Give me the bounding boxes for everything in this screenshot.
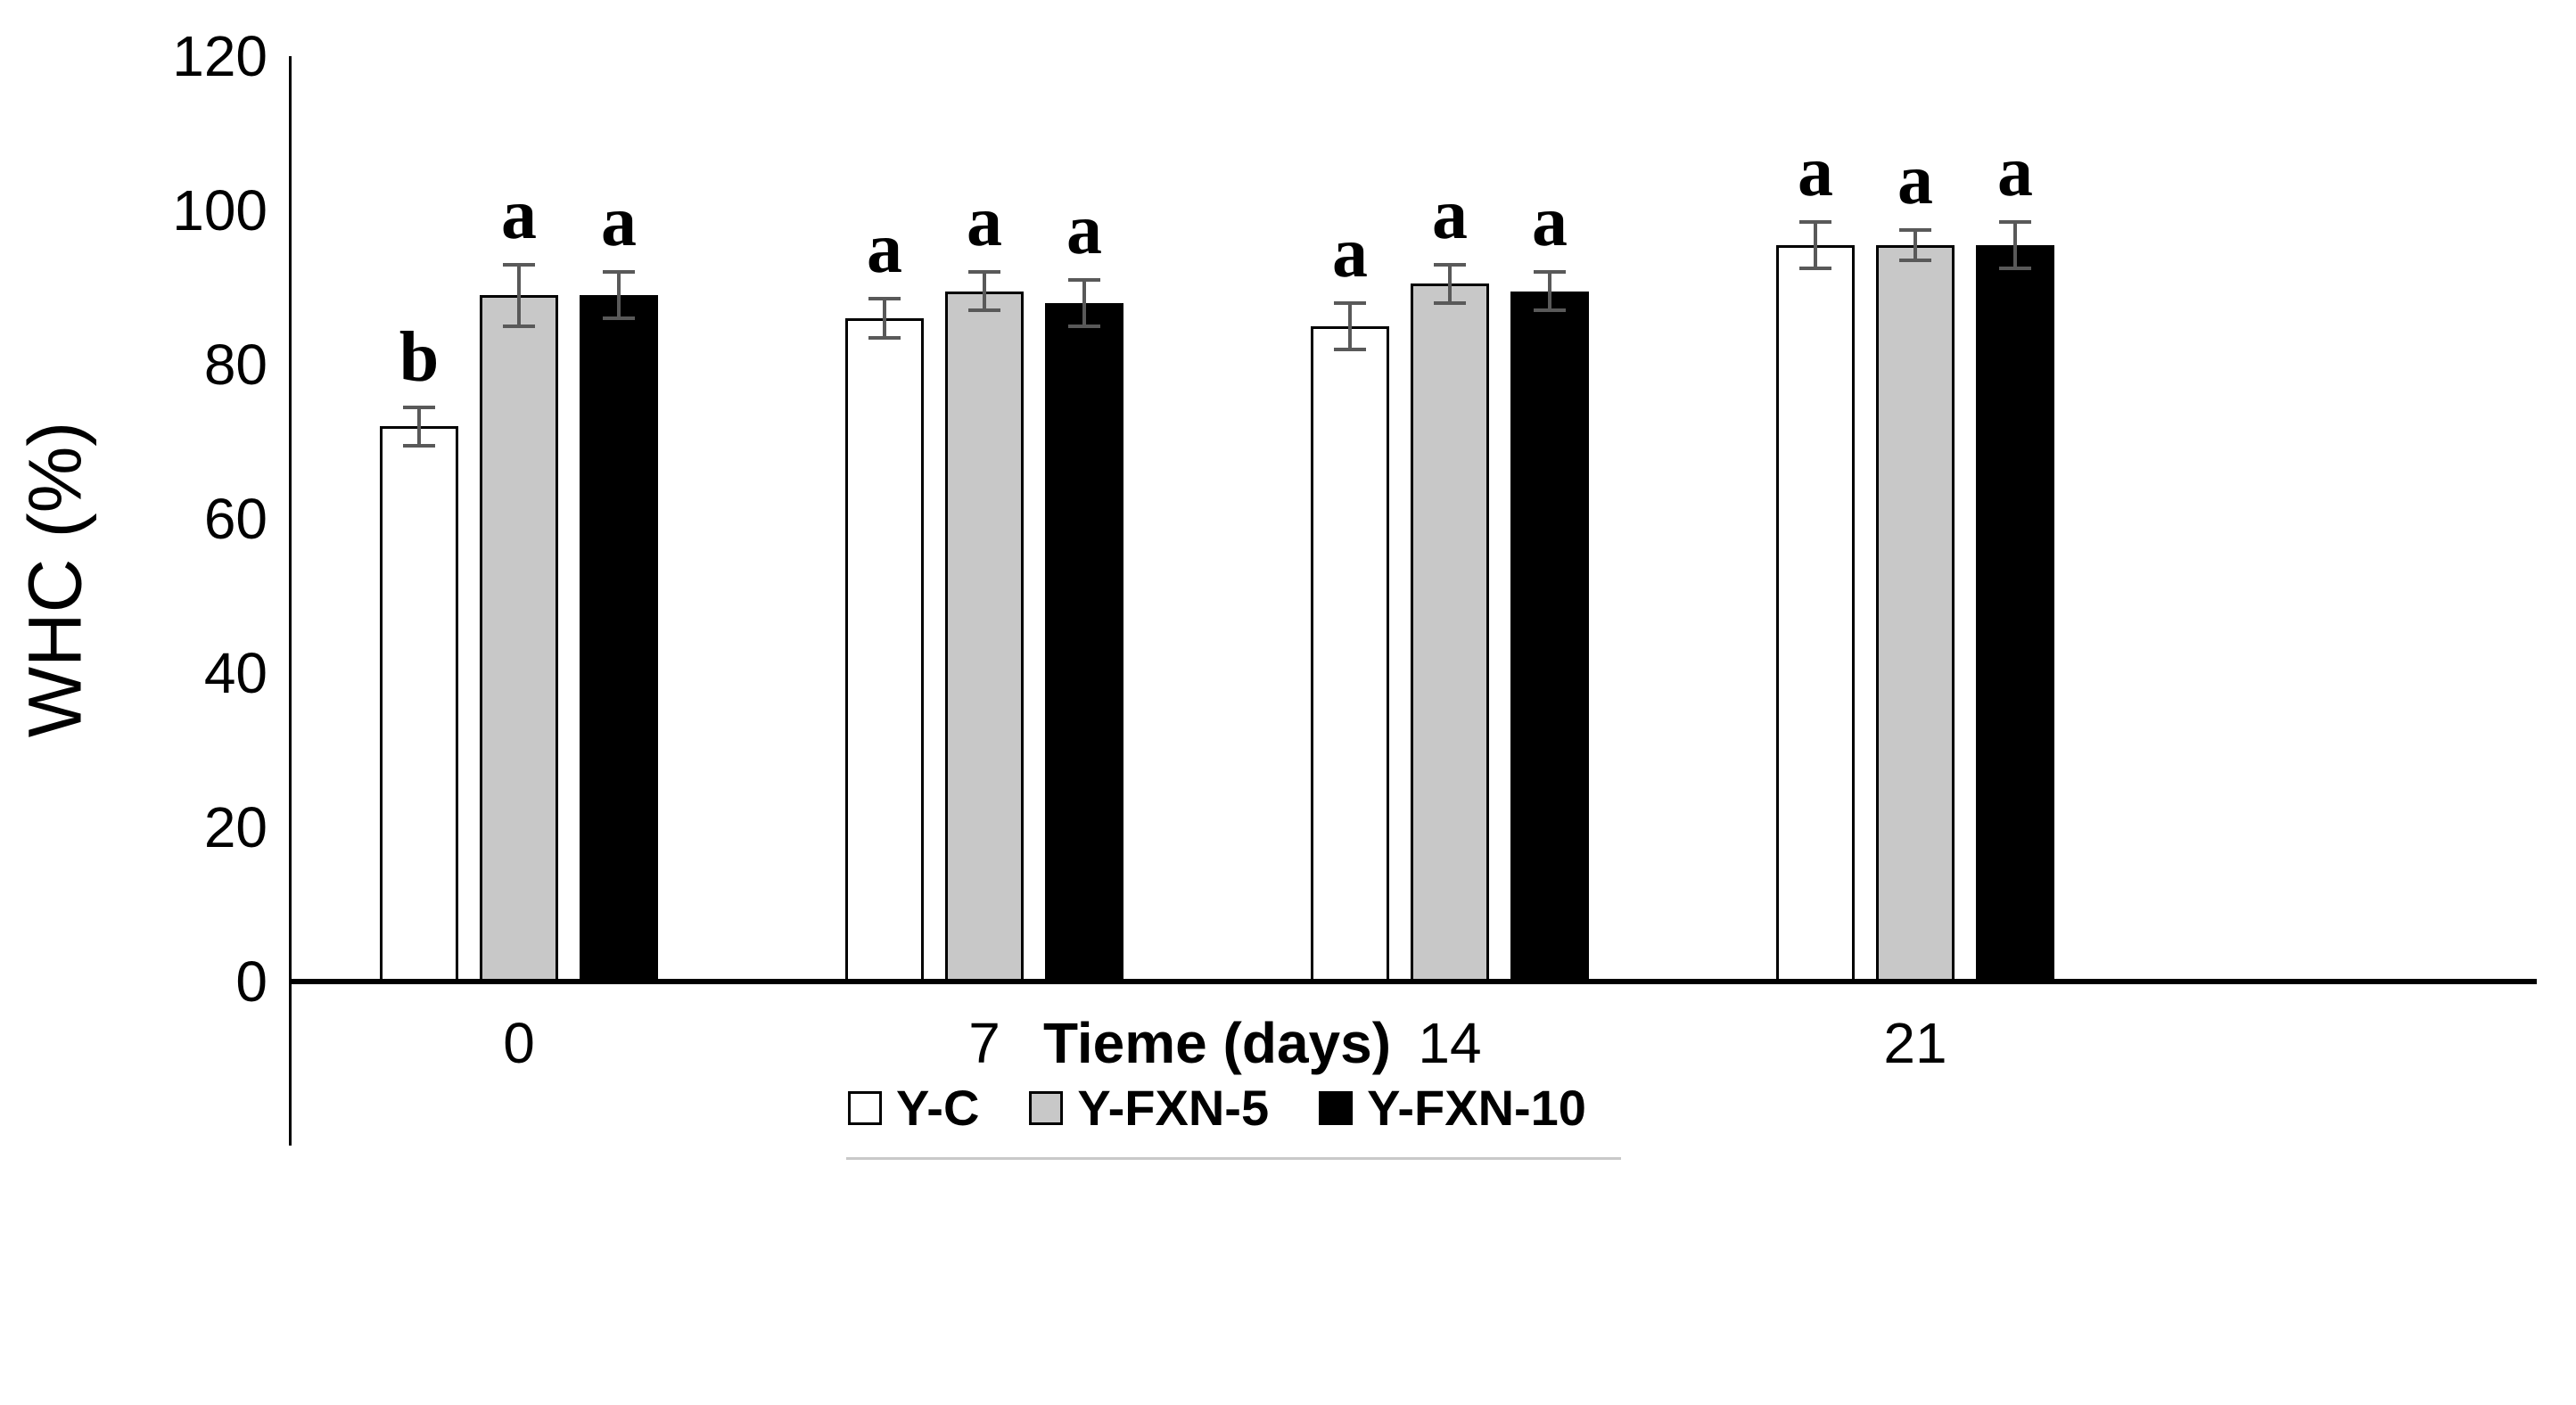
y-tick-label: 20 <box>203 795 267 859</box>
error-bar <box>417 407 421 446</box>
error-bar <box>883 299 886 338</box>
legend-item-y-fxn-5: Y-FXN-5 <box>1029 1080 1269 1136</box>
bar-y-fxn-5-day21 <box>1876 244 1955 982</box>
y-tick-label: 100 <box>172 178 267 242</box>
x-axis-title: Tieme (days) <box>1042 1011 1392 1075</box>
significance-letter: a <box>1066 190 1102 269</box>
error-bar-cap-bottom <box>1534 308 1566 313</box>
error-bar-cap-bottom <box>1899 259 1931 263</box>
bar-y-fxn-5-day7 <box>945 291 1024 982</box>
error-bar-cap-bottom <box>403 443 435 448</box>
error-bar-cap-bottom <box>603 316 635 321</box>
y-tick-label: 40 <box>203 641 267 705</box>
error-bar-cap-bottom <box>1434 300 1466 305</box>
error-bar-cap-top <box>403 405 435 409</box>
bar-y-fxn-10-day14 <box>1510 291 1589 982</box>
error-bar <box>1448 264 1452 303</box>
y-axis-line <box>289 56 292 1146</box>
y-axis-title: WHC (%) <box>12 421 97 738</box>
significance-letter: a <box>967 183 1002 262</box>
bar-y-c-day14 <box>1311 325 1389 982</box>
error-bar <box>1348 302 1352 349</box>
y-tick-label: 0 <box>235 949 267 1014</box>
bar-y-fxn-10-day0 <box>580 295 658 982</box>
x-tick-label: 7 <box>968 1011 1000 1075</box>
significance-letter: a <box>1432 175 1468 254</box>
error-bar-cap-top <box>603 270 635 275</box>
significance-letter: a <box>501 175 537 254</box>
legend-label-y-fxn-5: Y-FXN-5 <box>1077 1080 1270 1136</box>
legend-label-y-fxn-10: Y-FXN-10 <box>1367 1080 1586 1136</box>
error-bar-cap-top <box>1899 227 1931 232</box>
bar-y-fxn-10-day21 <box>1976 244 2054 982</box>
error-bar-cap-bottom <box>1999 266 2031 270</box>
error-bar-cap-bottom <box>1799 266 1831 270</box>
x-axis-line <box>289 979 2537 984</box>
error-bar <box>2013 221 2017 268</box>
error-bar-cap-top <box>1534 270 1566 275</box>
significance-letter: b <box>399 317 440 397</box>
error-bar-cap-top <box>1799 219 1831 224</box>
x-tick-label: 14 <box>1418 1011 1482 1075</box>
error-bar-cap-bottom <box>968 308 1000 313</box>
error-bar-cap-top <box>503 262 535 267</box>
legend-item-y-c: Y-C <box>848 1080 979 1136</box>
legend: Y-C Y-FXN-5 Y-FXN-10 <box>848 1080 1586 1136</box>
error-bar-cap-top <box>968 270 1000 275</box>
legend-item-y-fxn-10: Y-FXN-10 <box>1319 1080 1586 1136</box>
bar-y-fxn-10-day7 <box>1045 302 1123 982</box>
error-bar-cap-bottom <box>1334 347 1366 351</box>
significance-letter: a <box>1897 140 1933 219</box>
significance-letter: a <box>1532 183 1568 262</box>
bar-y-c-day7 <box>845 318 924 982</box>
bar-y-fxn-5-day0 <box>480 295 558 982</box>
x-tick-label: 21 <box>1883 1011 1947 1075</box>
y-tick-label: 120 <box>172 24 267 88</box>
x-tick-label: 0 <box>503 1011 535 1075</box>
error-bar-cap-top <box>1999 219 2031 224</box>
y-tick-label: 80 <box>203 333 267 397</box>
error-bar-cap-bottom <box>503 324 535 328</box>
error-bar <box>983 272 986 311</box>
error-bar-cap-bottom <box>868 335 901 340</box>
error-bar-cap-top <box>1068 277 1100 282</box>
error-bar <box>1082 279 1086 326</box>
error-bar <box>1814 221 1817 268</box>
error-bar <box>517 264 521 326</box>
legend-underline <box>846 1157 1621 1160</box>
significance-letter: a <box>1798 132 1833 211</box>
error-bar-cap-top <box>868 297 901 301</box>
error-bar <box>1913 229 1917 261</box>
significance-letter: a <box>1332 213 1368 292</box>
legend-label-y-c: Y-C <box>896 1080 980 1136</box>
legend-swatch-y-fxn-5 <box>1029 1091 1064 1125</box>
significance-letter: a <box>1997 132 2033 211</box>
legend-swatch-y-c <box>848 1091 883 1125</box>
legend-swatch-y-fxn-10 <box>1319 1091 1354 1125</box>
y-tick-label: 60 <box>203 487 267 551</box>
error-bar-cap-top <box>1334 300 1366 305</box>
bar-y-c-day0 <box>380 426 458 982</box>
error-bar-cap-top <box>1434 262 1466 267</box>
bar-y-fxn-5-day14 <box>1411 283 1489 982</box>
significance-letter: a <box>867 210 902 289</box>
error-bar <box>1548 272 1551 311</box>
bar-y-c-day21 <box>1776 244 1855 982</box>
error-bar-cap-bottom <box>1068 324 1100 328</box>
error-bar <box>617 272 621 319</box>
significance-letter: a <box>601 183 637 262</box>
